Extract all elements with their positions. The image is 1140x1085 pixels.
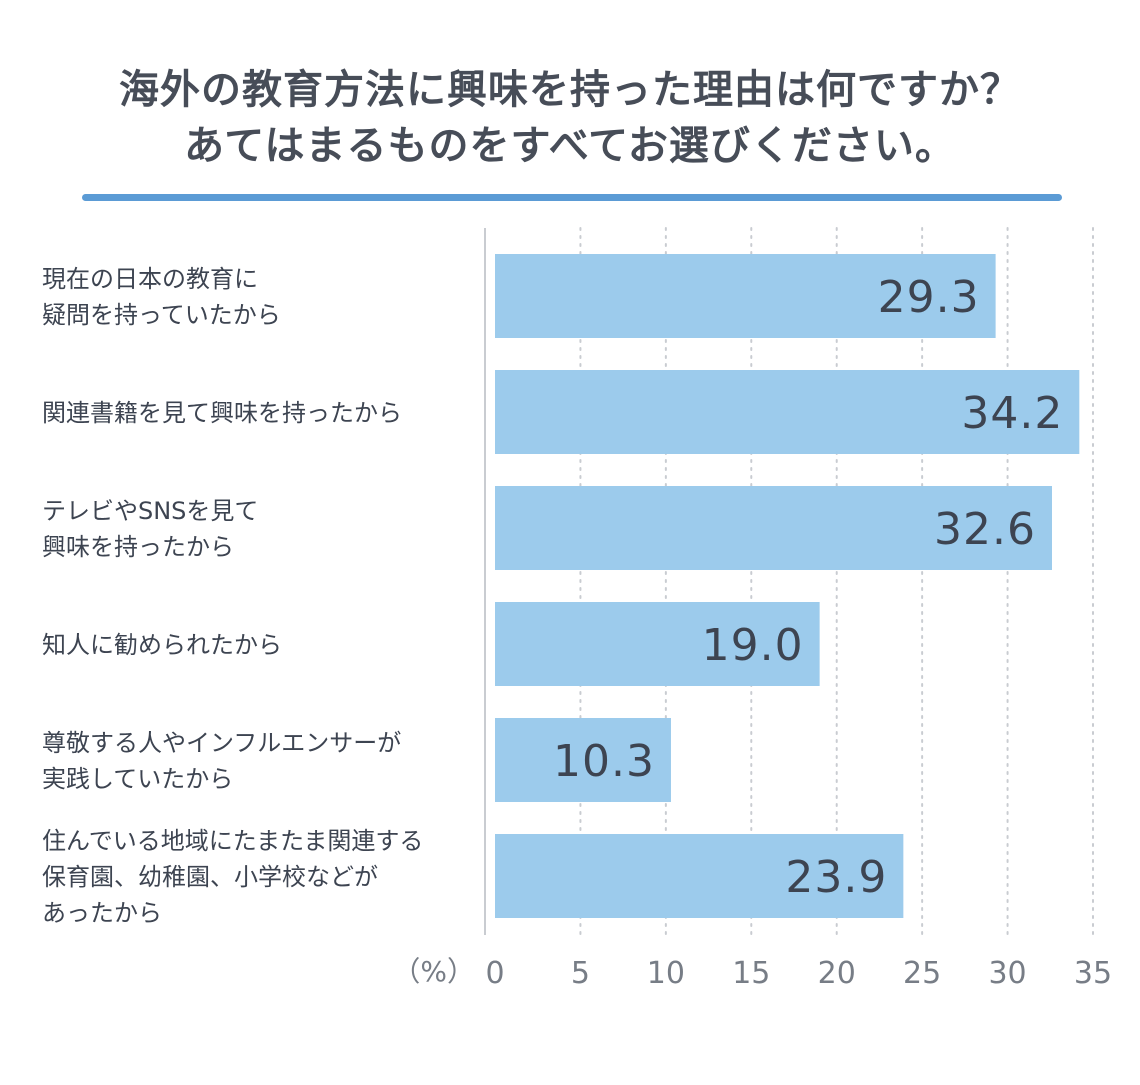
category-label-line: 興味を持ったから [42,533,234,561]
category-label-line: あったから [42,899,162,927]
tick-label: 20 [818,956,856,991]
tick-label: 5 [571,956,590,991]
category-label: 尊敬する人やインフルエンサーが実践していたから [42,729,401,793]
tick-label: 15 [732,956,770,991]
chart-title: 海外の教育方法に興味を持った理由は何ですか？ あてはまるものをすべてお選びくださ… [0,62,1140,174]
chart-title-line-2: あてはまるものをすべてお選びください。 [184,123,956,169]
category-label-line: 現在の日本の教育に [42,265,258,293]
category-label-line: 実践していたから [42,765,233,793]
category-label: 現在の日本の教育に疑問を持っていたから [42,265,281,329]
value-label: 10.3 [553,736,655,787]
category-label-line: 尊敬する人やインフルエンサーが [42,729,401,757]
value-label: 29.3 [878,272,980,323]
bar [495,834,904,918]
unit-label: （%） [392,955,475,988]
category-label-line: 疑問を持っていたから [42,301,281,329]
bar [495,718,671,802]
tick-label: 35 [1074,956,1112,991]
value-label: 34.2 [961,388,1063,439]
category-label: 住んでいる地域にたまたま関連する保育園、幼稚園、小学校などがあったから [42,827,423,927]
value-label: 23.9 [785,852,887,903]
tick-label: 10 [647,956,685,991]
chart-title-line-1: 海外の教育方法に興味を持った理由は何ですか？ [119,67,1021,113]
value-label: 32.6 [934,504,1036,555]
value-label: 19.0 [702,620,804,671]
category-label-line: 住んでいる地域にたまたま関連する [42,827,423,855]
category-label-line: 保育園、幼稚園、小学校などが [42,863,378,891]
category-label: 知人に勧められたから [42,631,282,659]
category-label-line: 関連書籍を見て興味を持ったから [42,399,402,427]
category-label-line: テレビやSNSを見て [42,497,258,525]
title-underline [82,194,1062,201]
bar [495,370,1080,454]
bar [495,602,820,686]
tick-label: 0 [485,956,504,991]
category-label: 関連書籍を見て興味を持ったから [42,399,402,427]
bar [495,254,996,338]
tick-label: 30 [988,956,1026,991]
tick-label: 25 [903,956,941,991]
category-label-line: 知人に勧められたから [42,631,282,659]
bar [495,486,1052,570]
category-label: テレビやSNSを見て興味を持ったから [42,497,258,561]
